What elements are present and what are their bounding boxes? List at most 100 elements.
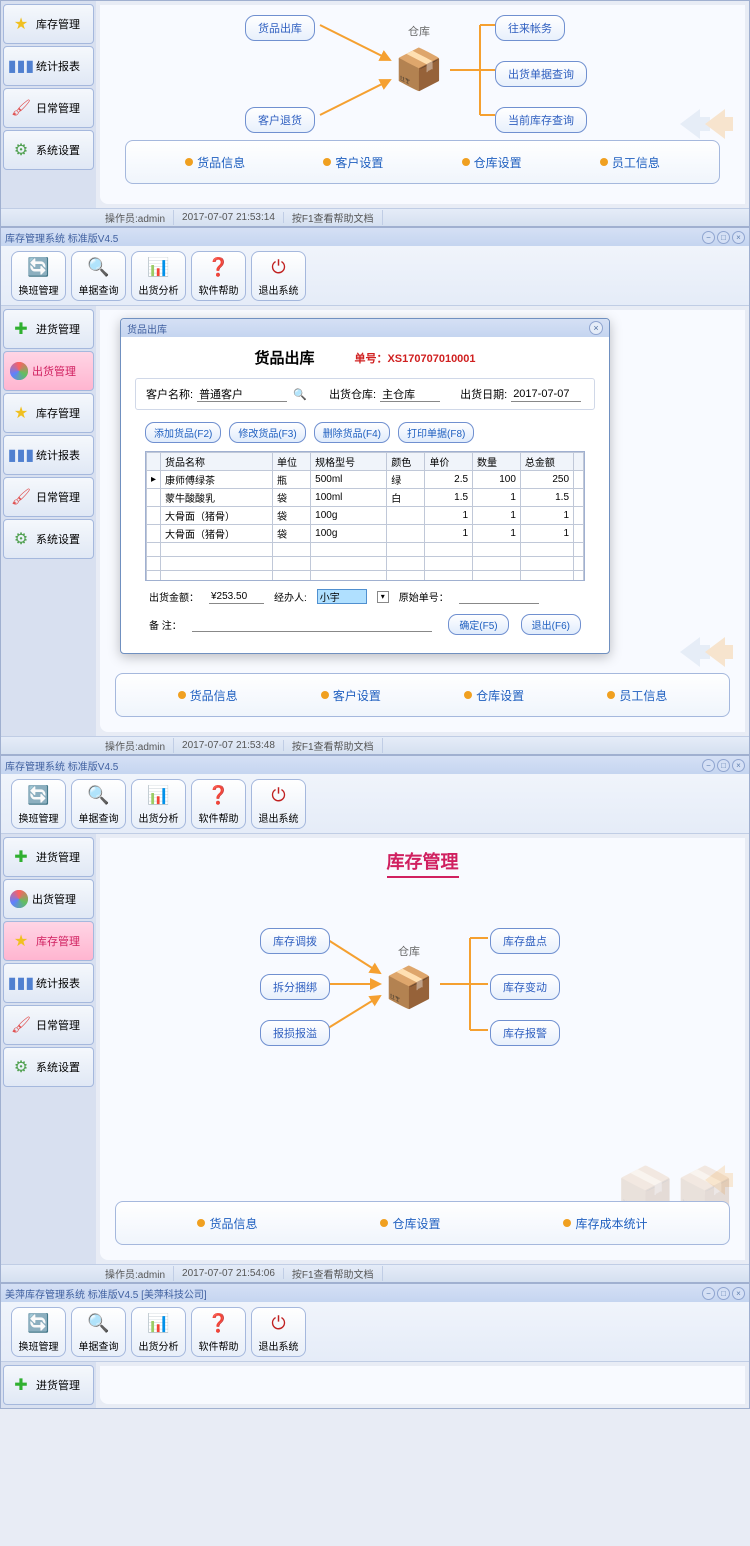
nav-label: 出货管理 [32, 891, 76, 907]
ship-analysis-button[interactable]: 📊出货分析 [131, 779, 186, 829]
help-button-icon: ❓ [207, 1312, 231, 1336]
status-bar: 操作员:admin 2017-07-07 21:53:14 按F1查看帮助文档 [1, 208, 749, 226]
nav-purchase-icon: ✚ [10, 318, 32, 340]
nav-inventory[interactable]: ★库存管理 [3, 4, 94, 44]
flow-node[interactable]: 报损报溢 [260, 1020, 330, 1046]
nav-settings-icon: ⚙ [10, 139, 32, 161]
exit-button[interactable]: ⏻退出系统 [251, 251, 306, 301]
action-button[interactable]: 删除货品(F4) [314, 422, 390, 443]
flow-node[interactable]: 库存报警 [490, 1020, 560, 1046]
flow-node[interactable]: 当前库存查询 [495, 107, 587, 133]
app-window-1: ★库存管理▮▮▮统计报表🖌日常管理⚙系统设置 📦 仓库 货品出库客户退货往来帐务… [0, 0, 750, 227]
doc-query-button[interactable]: 🔍单据查询 [71, 251, 126, 301]
help-button[interactable]: ❓软件帮助 [191, 251, 246, 301]
tool-label: 退出系统 [259, 810, 299, 825]
nav-shipment[interactable]: 出货管理 [3, 351, 94, 391]
status-help: 按F1查看帮助文档 [284, 738, 383, 753]
shift-button[interactable]: 🔄换班管理 [11, 1307, 66, 1357]
nav-reports[interactable]: ▮▮▮统计报表 [3, 435, 94, 475]
flow-node[interactable]: 出货单据查询 [495, 61, 587, 87]
nav-purchase[interactable]: ✚进货管理 [3, 837, 94, 877]
help-button[interactable]: ❓软件帮助 [191, 779, 246, 829]
exit-button[interactable]: ⏻退出系统 [251, 779, 306, 829]
bottom-link[interactable]: 客户设置 [321, 687, 381, 704]
table-row[interactable]: 大骨面（猪骨）袋100g111 [147, 507, 584, 525]
nav-reports[interactable]: ▮▮▮统计报表 [3, 46, 94, 86]
dialog-close-button[interactable]: × [589, 321, 603, 335]
customer-search-icon[interactable]: 🔍 [291, 385, 309, 403]
table-row[interactable]: 大骨面（猪骨）袋100g111 [147, 525, 584, 543]
shift-button[interactable]: 🔄换班管理 [11, 251, 66, 301]
bottom-link[interactable]: 货品信息 [178, 687, 238, 704]
bottom-link[interactable]: 员工信息 [600, 154, 660, 171]
nav-purchase[interactable]: ✚进货管理 [3, 1365, 94, 1405]
minimize-button[interactable]: − [702, 1287, 715, 1300]
amount-input[interactable] [209, 590, 264, 604]
doc-query-button[interactable]: 🔍单据查询 [71, 1307, 126, 1357]
flow-node[interactable]: 拆分捆绑 [260, 974, 330, 1000]
nav-daily[interactable]: 🖌日常管理 [3, 1005, 94, 1045]
bottom-link[interactable]: 仓库设置 [464, 687, 524, 704]
doc-query-button[interactable]: 🔍单据查询 [71, 779, 126, 829]
flow-node[interactable]: 库存变动 [490, 974, 560, 1000]
flow-node[interactable]: 货品出库 [245, 15, 315, 41]
bottom-link[interactable]: 货品信息 [197, 1215, 257, 1232]
cell: 1 [425, 525, 473, 543]
customer-input[interactable] [197, 387, 287, 402]
dialog-footer-2: 备 注： 确定(F5) 退出(F6) [135, 612, 595, 643]
flow-node[interactable]: 库存调拨 [260, 928, 330, 954]
ship-analysis-button[interactable]: 📊出货分析 [131, 251, 186, 301]
close-button[interactable]: × [732, 1287, 745, 1300]
flow-node[interactable]: 往来帐务 [495, 15, 565, 41]
exit-dialog-button[interactable]: 退出(F6) [521, 614, 581, 635]
nav-settings[interactable]: ⚙系统设置 [3, 519, 94, 559]
maximize-button[interactable]: □ [717, 231, 730, 244]
bottom-link[interactable]: 库存成本统计 [563, 1215, 647, 1232]
ship-analysis-button[interactable]: 📊出货分析 [131, 1307, 186, 1357]
nav-daily[interactable]: 🖌日常管理 [3, 88, 94, 128]
confirm-button[interactable]: 确定(F5) [448, 614, 508, 635]
action-button[interactable]: 修改货品(F3) [229, 422, 305, 443]
sidebar: ★库存管理▮▮▮统计报表🖌日常管理⚙系统设置 [1, 1, 96, 208]
exit-button[interactable]: ⏻退出系统 [251, 1307, 306, 1357]
nav-inventory[interactable]: ★库存管理 [3, 921, 94, 961]
nav-reports[interactable]: ▮▮▮统计报表 [3, 963, 94, 1003]
nav-settings[interactable]: ⚙系统设置 [3, 130, 94, 170]
bottom-link[interactable]: 客户设置 [323, 154, 383, 171]
handler-dropdown-icon[interactable]: ▾ [377, 591, 389, 603]
flow-node[interactable]: 客户退货 [245, 107, 315, 133]
close-button[interactable]: × [732, 231, 745, 244]
nav-shipment[interactable]: 出货管理 [3, 879, 94, 919]
table-row[interactable]: 蒙牛酸酸乳袋100ml白1.511.5 [147, 489, 584, 507]
flow-node[interactable]: 库存盘点 [490, 928, 560, 954]
orig-order-input[interactable] [459, 590, 539, 604]
bottom-link[interactable]: 货品信息 [185, 154, 245, 171]
nav-daily[interactable]: 🖌日常管理 [3, 477, 94, 517]
bottom-link[interactable]: 员工信息 [607, 687, 667, 704]
table-row[interactable]: ▸康师傅绿茶瓶500ml绿2.5100250 [147, 471, 584, 489]
action-button[interactable]: 添加货品(F2) [145, 422, 221, 443]
warehouse-input[interactable] [380, 387, 440, 402]
tool-label: 换班管理 [19, 282, 59, 297]
nav-settings[interactable]: ⚙系统设置 [3, 1047, 94, 1087]
cell: 绿 [387, 471, 425, 489]
nav-purchase[interactable]: ✚进货管理 [3, 309, 94, 349]
bottom-link[interactable]: 仓库设置 [380, 1215, 440, 1232]
minimize-button[interactable]: − [702, 231, 715, 244]
maximize-button[interactable]: □ [717, 1287, 730, 1300]
col-header: 总金额 [520, 453, 573, 471]
cell: 1 [425, 507, 473, 525]
handler-input[interactable] [317, 589, 367, 604]
shift-button[interactable]: 🔄换班管理 [11, 779, 66, 829]
cell: 1.5 [520, 489, 573, 507]
close-button[interactable]: × [732, 759, 745, 772]
table-row [147, 557, 584, 571]
action-button[interactable]: 打印单据(F8) [398, 422, 474, 443]
nav-inventory[interactable]: ★库存管理 [3, 393, 94, 433]
date-input[interactable] [511, 387, 581, 402]
minimize-button[interactable]: − [702, 759, 715, 772]
help-button[interactable]: ❓软件帮助 [191, 1307, 246, 1357]
note-input[interactable] [192, 618, 432, 632]
bottom-link[interactable]: 仓库设置 [462, 154, 522, 171]
maximize-button[interactable]: □ [717, 759, 730, 772]
